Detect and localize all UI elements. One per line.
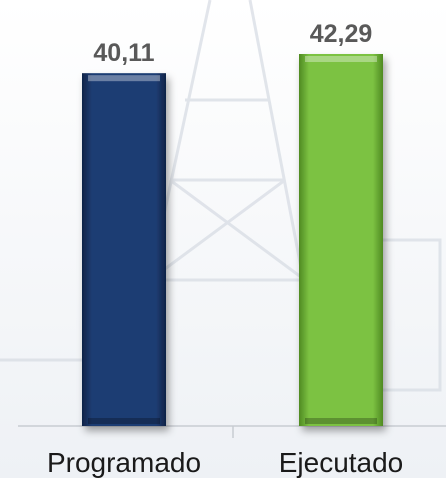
bar-shade — [88, 418, 160, 424]
bar-programado — [82, 73, 166, 427]
category-label-programado: Programado — [47, 447, 201, 478]
bar-highlight — [305, 56, 377, 62]
category-label-ejecutado: Ejecutado — [279, 447, 404, 478]
bar-shade — [305, 418, 377, 424]
bar-rect — [82, 73, 166, 427]
bar-rect — [299, 54, 383, 426]
value-label-ejecutado: 42,29 — [310, 20, 373, 48]
bar-ejecutado — [299, 54, 383, 426]
value-label-programado: 40,11 — [93, 39, 154, 67]
bar-highlight — [88, 75, 160, 82]
